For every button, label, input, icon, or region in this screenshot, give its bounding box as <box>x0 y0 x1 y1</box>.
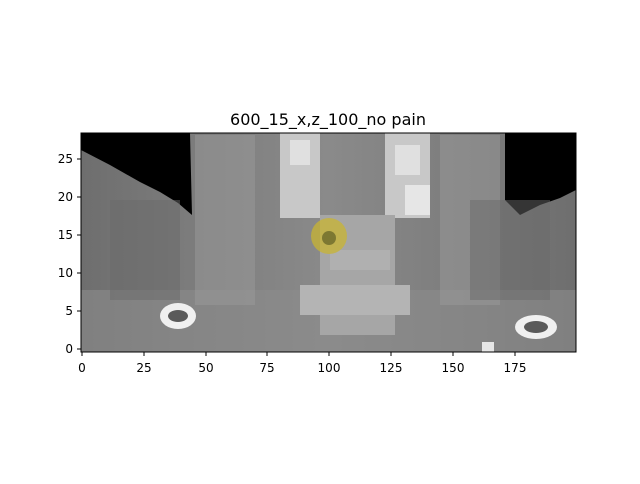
air-region-right <box>505 133 576 215</box>
y-tick-label: 0 <box>65 342 73 356</box>
x-tick-label: 0 <box>78 361 86 375</box>
y-tick-label: 20 <box>58 190 73 204</box>
spine-structure <box>280 133 430 335</box>
x-tick-label: 50 <box>198 361 213 375</box>
y-tick-label: 15 <box>58 228 73 242</box>
bone-right <box>515 315 557 339</box>
ct-image <box>81 133 576 352</box>
air-region-left <box>81 133 192 215</box>
x-tick-label: 25 <box>136 361 151 375</box>
y-tick-label: 5 <box>65 304 73 318</box>
plot-title: 600_15_x,z_100_no pain <box>230 110 426 130</box>
y-axis: 0 5 10 15 20 25 <box>58 152 81 356</box>
x-tick-label: 100 <box>318 361 341 375</box>
y-tick-label: 25 <box>58 152 73 166</box>
x-tick-label: 175 <box>504 361 527 375</box>
x-tick-label: 75 <box>259 361 274 375</box>
x-tick-label: 150 <box>442 361 465 375</box>
bone-left <box>160 303 196 329</box>
y-tick-label: 10 <box>58 266 73 280</box>
x-tick-label: 125 <box>380 361 403 375</box>
x-axis: 0 25 50 75 100 125 150 175 <box>78 352 526 375</box>
